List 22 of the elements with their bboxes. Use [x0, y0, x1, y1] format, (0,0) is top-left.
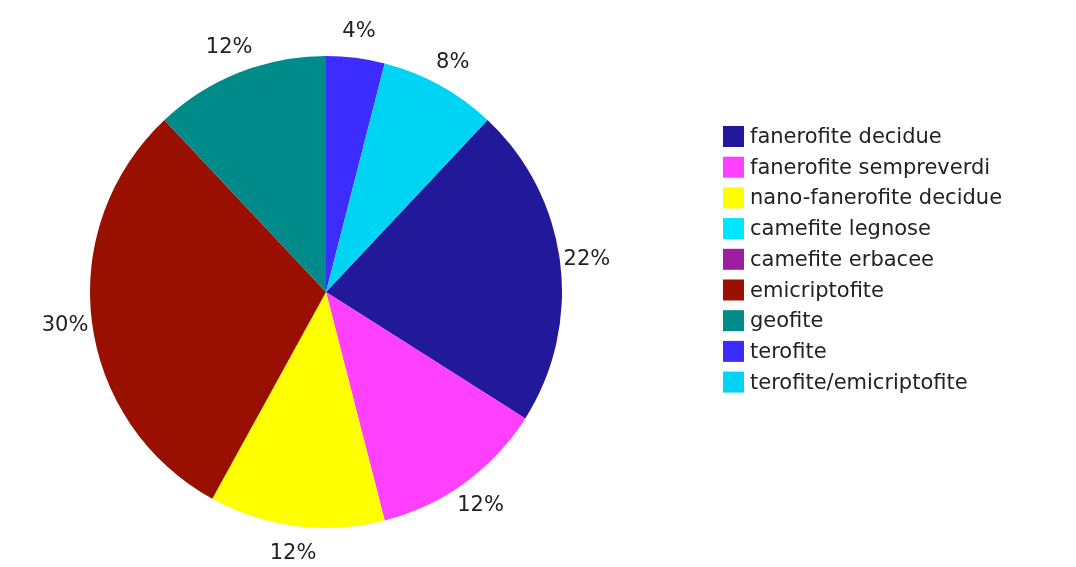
legend-label: camefite legnose [750, 216, 931, 241]
pie-slice [326, 56, 385, 292]
pie-slice [212, 292, 385, 528]
legend-label: emicriptofite [750, 277, 885, 302]
data-label: 12% [269, 539, 317, 564]
pie-slice [164, 56, 326, 292]
legend-label: geofite [750, 308, 824, 333]
legend-label: fanerofite sempreverdi [750, 154, 991, 179]
pie-slice [326, 119, 562, 419]
data-label: 4% [342, 18, 376, 43]
pie-slice [90, 119, 326, 499]
data-label: 12% [457, 491, 504, 516]
pie-slice [326, 292, 526, 521]
data-label: 8% [436, 48, 470, 73]
data-label: 30% [41, 311, 89, 336]
legend-label: camefite erbacee [750, 246, 934, 271]
legend-label: terofite/emicriptofite [750, 369, 968, 394]
data-label: 22% [563, 246, 611, 271]
legend-label: terofite [750, 338, 827, 363]
legend-label: fanerofite decidue [750, 124, 942, 148]
data-label: 12% [205, 34, 253, 59]
legend-label: nano-fanerofite decidue [750, 185, 1003, 210]
